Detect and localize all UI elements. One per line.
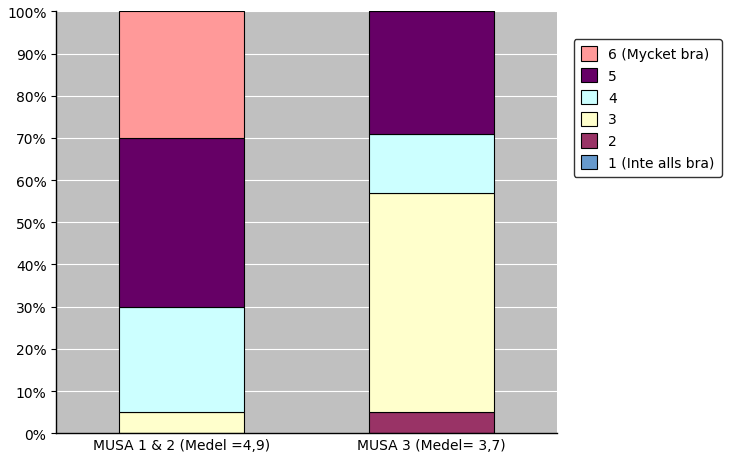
Bar: [369, 193, 494, 412]
Bar: [119, 412, 244, 433]
Bar: [119, 307, 244, 412]
Bar: [119, 139, 244, 307]
Bar: [369, 134, 494, 193]
Bar: [119, 12, 244, 139]
Bar: [369, 12, 494, 134]
Legend: 6 (Mycket bra), 5, 4, 3, 2, 1 (Inte alls bra): 6 (Mycket bra), 5, 4, 3, 2, 1 (Inte alls…: [574, 40, 722, 178]
Bar: [369, 412, 494, 433]
